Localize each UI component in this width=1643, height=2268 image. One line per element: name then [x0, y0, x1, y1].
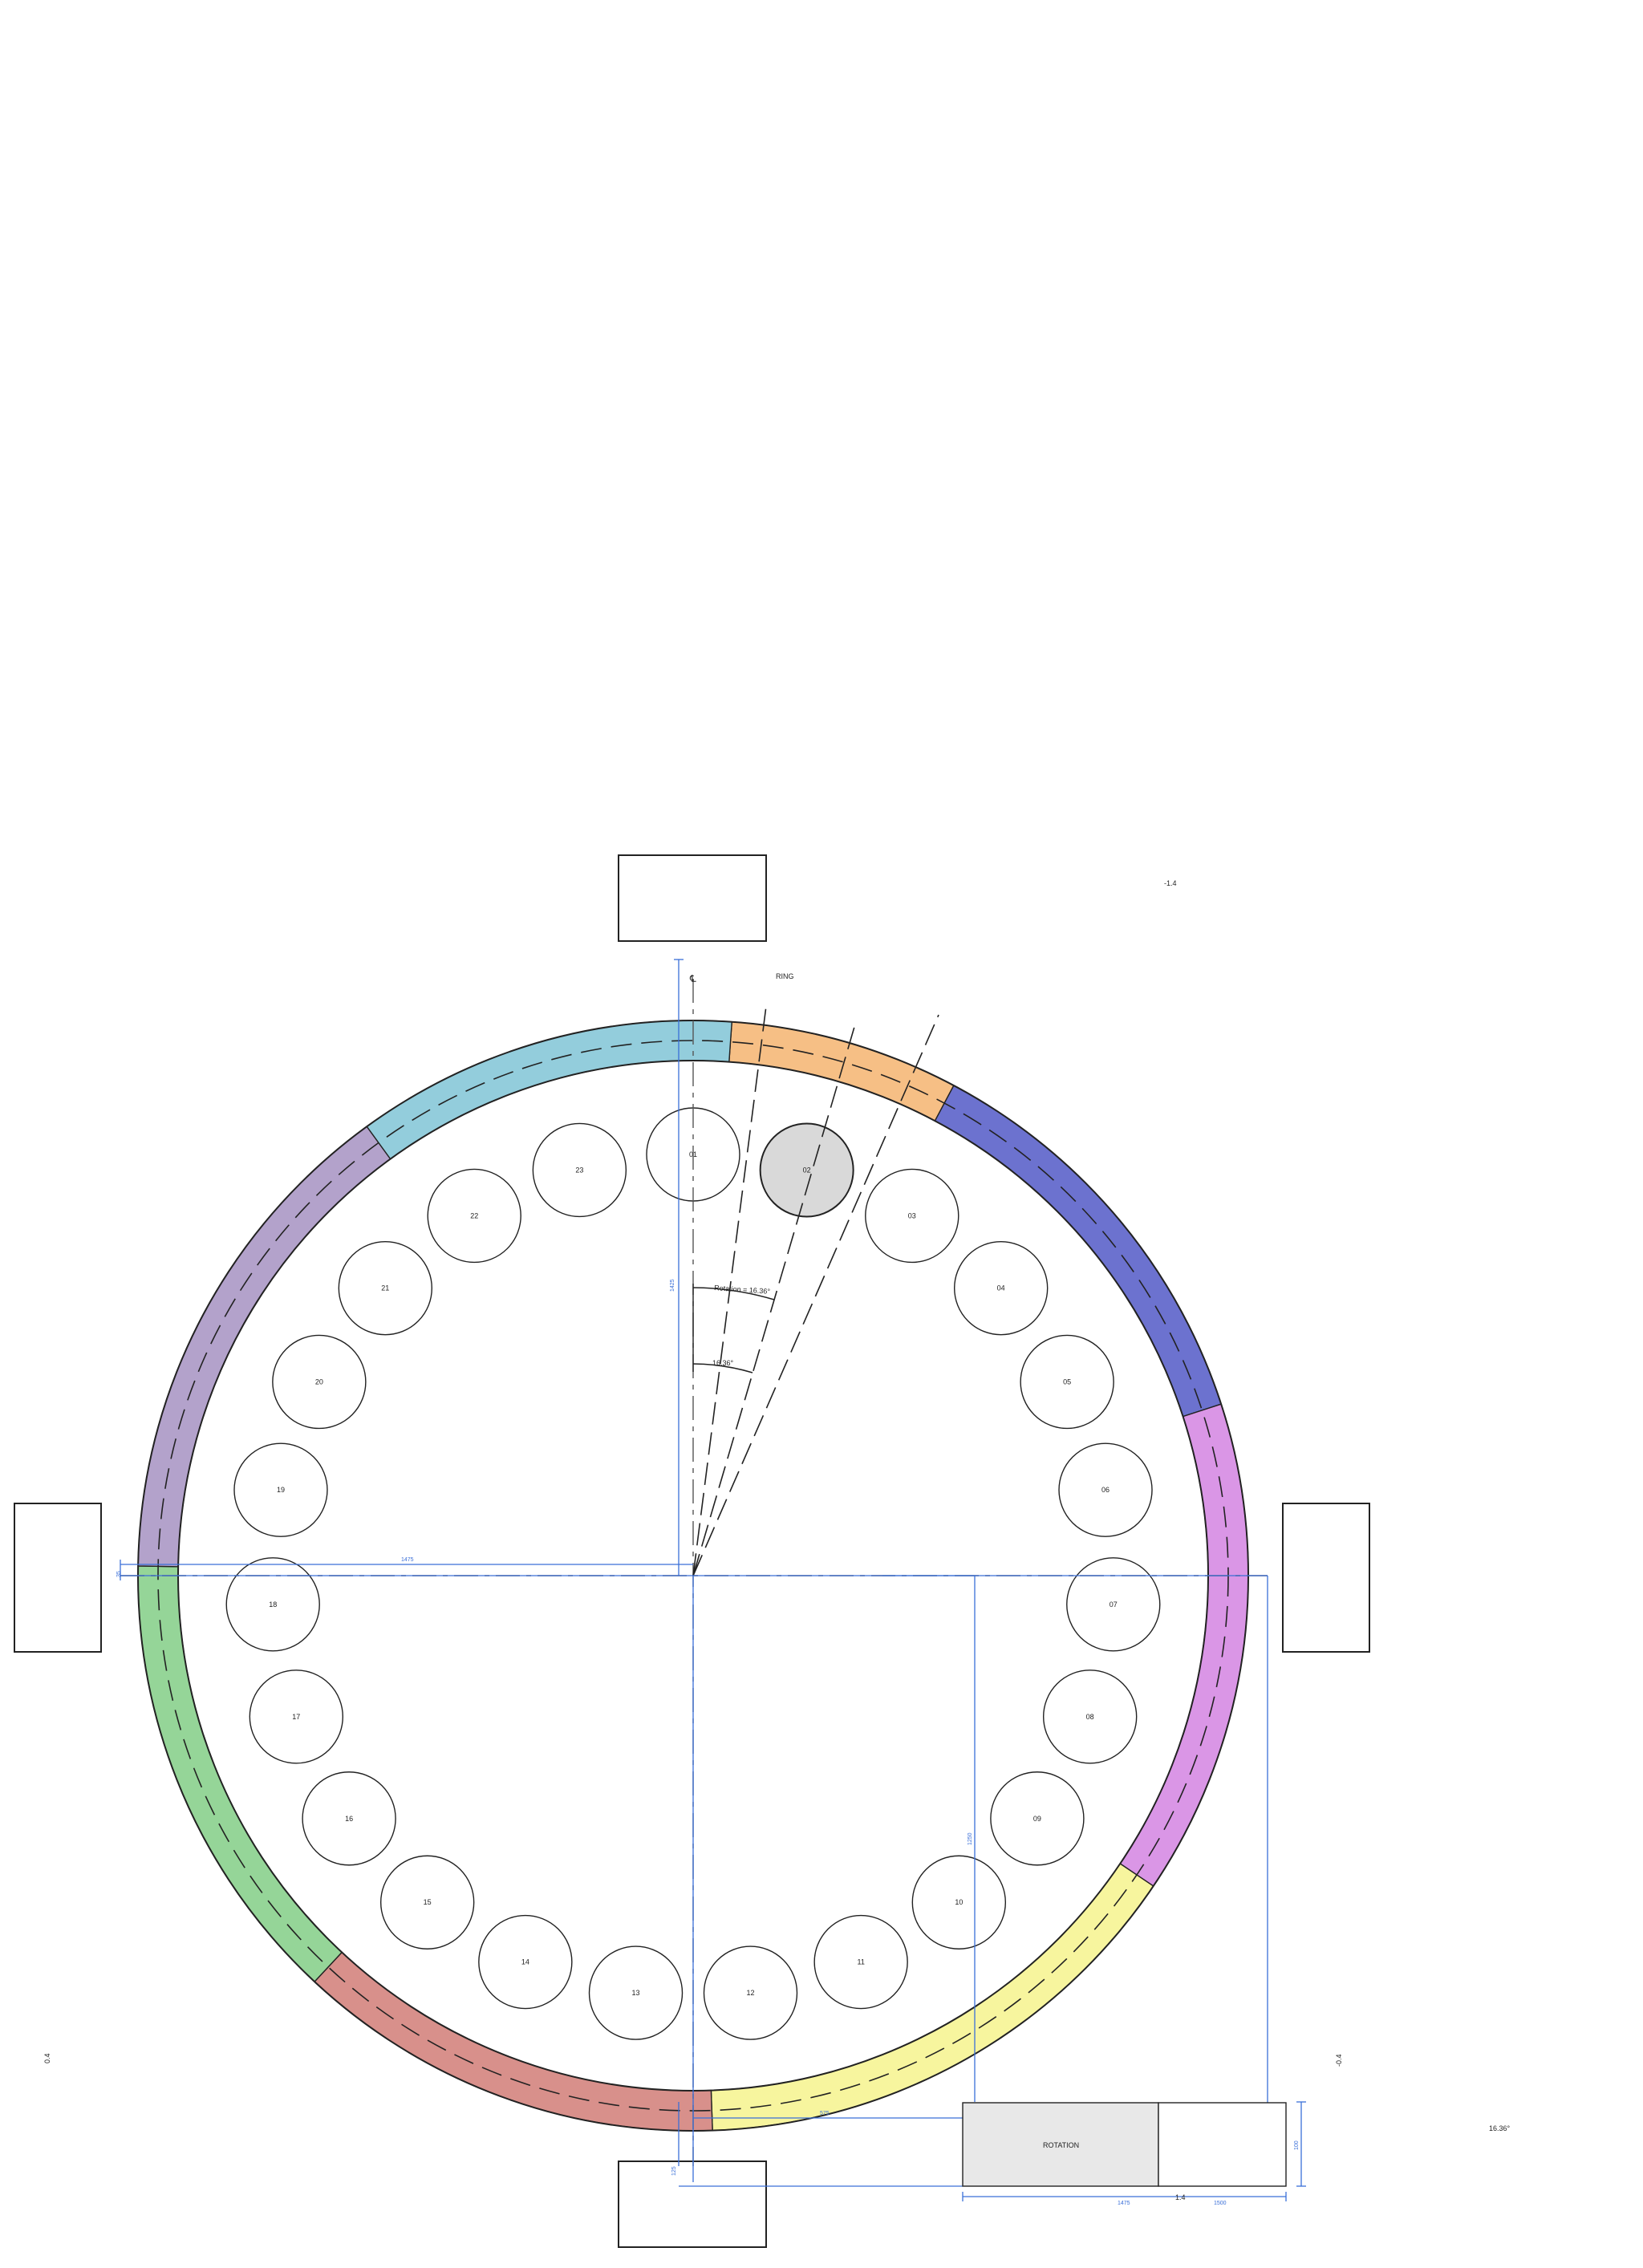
- pocket-15: [379, 1855, 475, 1950]
- top-alignment-box: [618, 854, 767, 942]
- centerline-symbol: ℄: [689, 973, 696, 984]
- rotation-angle-arc-outer: [692, 1287, 775, 1300]
- pocket-label: 04: [997, 1284, 1005, 1292]
- pocket-label: 21: [381, 1284, 389, 1292]
- pocket-label: 18: [269, 1601, 277, 1609]
- inner-angle-label: 16.36°: [712, 1359, 734, 1367]
- dimension-bottom-small: 125: [671, 2166, 677, 2176]
- pocket-23: [532, 1122, 627, 1218]
- pocket-label: 09: [1033, 1815, 1041, 1823]
- pocket-10: [911, 1855, 1007, 1950]
- dimension-horizontal-radius: 1475: [401, 1557, 414, 1563]
- rotation-info-box-label-cell: [962, 2102, 1159, 2187]
- pocket-label: 06: [1101, 1486, 1110, 1494]
- dimension-lower-vertical: 1250: [968, 1832, 973, 1845]
- pocket-label: 15: [424, 1898, 432, 1906]
- rotation-info-label: ROTATION: [1043, 2141, 1079, 2149]
- pocket-20: [272, 1334, 367, 1430]
- pocket-02: [759, 1122, 854, 1218]
- pocket-label: 10: [955, 1898, 963, 1906]
- bottom-alignment-box: [618, 2160, 767, 2248]
- dimension-bottom-offset: 575: [820, 2111, 830, 2116]
- pocket-label: 11: [857, 1958, 864, 1966]
- pocket-07: [1066, 1557, 1161, 1652]
- pocket-label: 03: [908, 1211, 916, 1219]
- dimension-box-width-left: 1475: [1118, 2201, 1130, 2206]
- dimension-vertical-radius: 1425: [670, 1279, 675, 1292]
- dimension-box-height: 100: [1294, 2140, 1300, 2150]
- pocket-label: 08: [1086, 1713, 1094, 1721]
- dimension-left-offset: 35: [116, 1571, 122, 1577]
- pocket-06: [1058, 1442, 1153, 1537]
- ring-label: RING: [776, 972, 794, 980]
- pocket-17: [249, 1670, 344, 1764]
- pocket-05: [1020, 1334, 1114, 1430]
- pocket-09: [990, 1771, 1085, 1866]
- pocket-label: 22: [470, 1211, 478, 1219]
- right-side-note: -0.4: [1335, 2054, 1343, 2067]
- pocket-08: [1042, 1670, 1138, 1764]
- pocket-03: [865, 1168, 959, 1264]
- rotation-angle-arc-inner: [692, 1363, 753, 1373]
- left-alignment-box: [14, 1503, 102, 1653]
- pocket-label: 02: [803, 1166, 811, 1174]
- pocket-12: [703, 1945, 798, 2040]
- pocket-04: [953, 1240, 1049, 1336]
- top-right-note: -1.4: [1164, 879, 1177, 887]
- pocket-22: [427, 1168, 521, 1264]
- rotation-info-value: 1.4: [1175, 2193, 1186, 2201]
- bottom-right-angle-note: 16.36°: [1489, 2124, 1511, 2132]
- rotation-info-box-value-cell: [1158, 2102, 1287, 2187]
- pocket-label: 16: [345, 1815, 353, 1823]
- pocket-label: 05: [1063, 1377, 1071, 1386]
- dimension-lines: [120, 959, 1306, 2201]
- pocket-label: 19: [277, 1486, 285, 1494]
- dimension-box-width-right: 1500: [1214, 2201, 1227, 2206]
- pocket-13: [588, 1945, 684, 2040]
- pocket-label: 23: [575, 1166, 583, 1174]
- radial-line-2: [692, 1026, 855, 1576]
- pocket-label: 07: [1110, 1601, 1118, 1609]
- pocket-label: 14: [521, 1958, 529, 1966]
- right-alignment-box: [1282, 1503, 1370, 1653]
- rotation-angle-label: Rotation = 16.36°: [714, 1284, 771, 1296]
- pocket-19: [233, 1442, 328, 1537]
- pocket-18: [225, 1557, 320, 1652]
- pocket-label: 13: [632, 1989, 640, 1997]
- pocket-16: [302, 1771, 396, 1866]
- pocket-label: 20: [315, 1377, 323, 1386]
- pocket-label: 12: [746, 1989, 754, 1997]
- radial-line-3: [692, 1014, 939, 1576]
- pocket-label: 17: [292, 1713, 300, 1721]
- radial-line-1: [692, 1005, 767, 1576]
- pocket-21: [338, 1240, 433, 1336]
- pocket-11: [813, 1914, 908, 2010]
- pocket-14: [478, 1914, 573, 2010]
- left-side-note: 0.4: [43, 2053, 51, 2063]
- pockets: 0102030405060708091011121314151617181920…: [225, 1107, 1161, 2040]
